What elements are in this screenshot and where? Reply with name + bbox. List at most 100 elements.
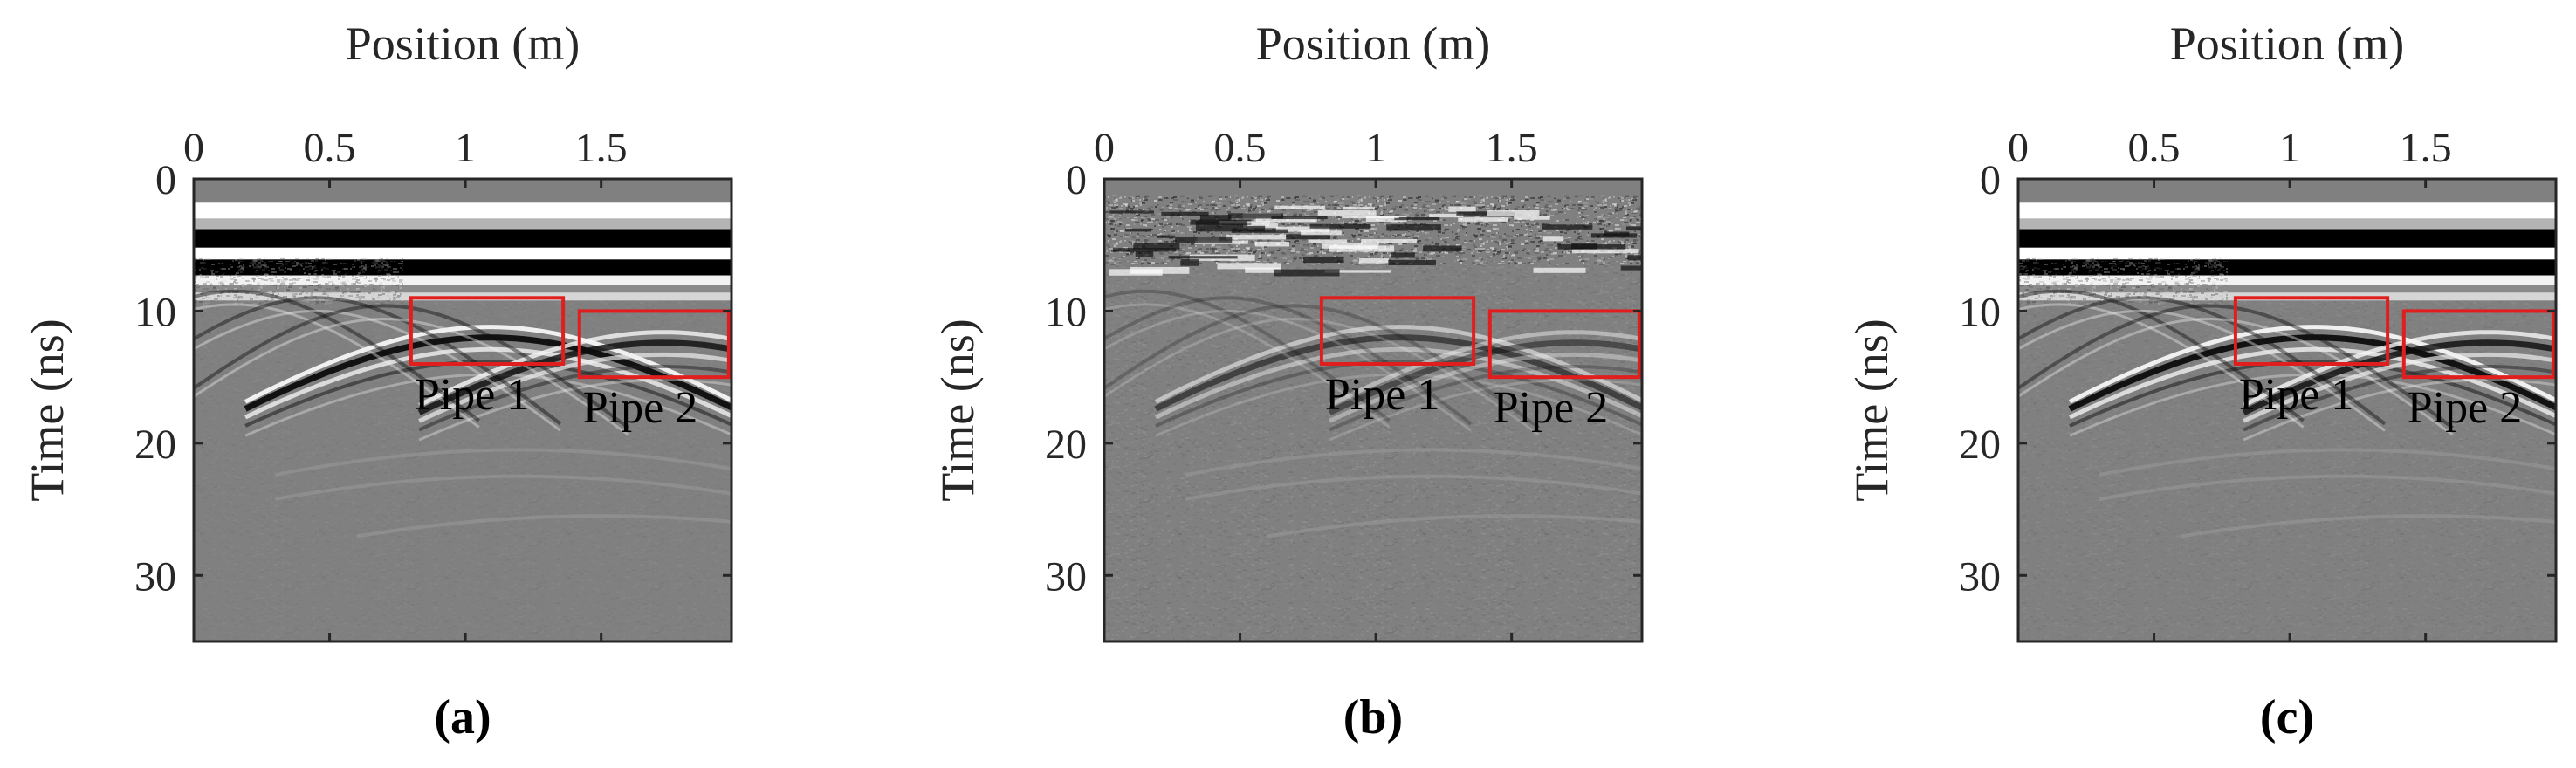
noise-streak [1180, 258, 1199, 266]
x-tick-label: 0.5 [1214, 125, 1267, 171]
noise-streak [1109, 210, 1154, 214]
noise-streak [1243, 223, 1279, 228]
noise-streak [1156, 235, 1176, 238]
y-tick-label: 0 [155, 157, 176, 203]
diffraction-arc [2069, 359, 2556, 428]
noise-streak [1514, 216, 1550, 220]
diffraction-arc [274, 448, 732, 477]
noise-streak [1640, 233, 1642, 239]
x-tick-label: 1.5 [1486, 125, 1538, 171]
noise-streak [1227, 213, 1284, 219]
pipe-box-2 [2401, 309, 2555, 380]
y-tick-label: 20 [1045, 422, 1087, 468]
pipe-label-2: Pipe 2 [583, 383, 697, 433]
noise-streak [1317, 210, 1377, 216]
surface-band [194, 229, 732, 248]
diffraction-arc [2099, 448, 2556, 477]
diffraction-arc [1185, 448, 1642, 477]
diffraction-arc [1329, 364, 1642, 432]
noise-streak [1273, 269, 1340, 277]
panel-caption: (b) [1343, 690, 1403, 744]
diffraction-arc [194, 303, 480, 429]
x-tick-label: 1.5 [2400, 125, 2452, 171]
noise-streak [1456, 211, 1515, 216]
pipe-box-1 [1319, 296, 1476, 366]
diffraction-arc [1154, 334, 1642, 412]
noise-streak [1429, 213, 1464, 218]
x-tick-label: 1 [455, 125, 476, 171]
diffraction-arc [2243, 378, 2556, 442]
x-axis-label: Position (m) [346, 17, 580, 70]
surface-band [194, 275, 732, 285]
diffraction-arc [1329, 352, 1642, 423]
y-axis-label: Time (ns) [1845, 319, 1898, 502]
diffraction-arc [1104, 304, 1541, 429]
diffraction-arc [2018, 289, 2305, 422]
noise-streak [1231, 229, 1288, 233]
chart-panel-1: Pipe 1 Pipe 2 0 0.5 1 1.5 0 10 20 30 Position (m) T… [21, 17, 733, 744]
noise-streak [1245, 267, 1281, 273]
noise-streak [1590, 233, 1638, 238]
y-axis-label: Time (ns) [931, 319, 984, 502]
diffraction-arc [418, 378, 732, 442]
y-tick-label: 10 [1045, 289, 1087, 335]
noise-streak [1130, 266, 1190, 274]
surface-band [2018, 218, 2556, 230]
x-tick-label: 0 [2008, 125, 2029, 171]
pipe-box-1 [2233, 296, 2390, 366]
y-axis-label: Time (ns) [21, 319, 73, 502]
y-tick-label: 0 [1980, 157, 2001, 203]
diffraction-arc [2243, 330, 2556, 408]
diffraction-arc [418, 330, 732, 408]
panel-caption: (a) [434, 690, 491, 744]
noise-field [1104, 264, 1642, 641]
chart-panel-3: Pipe 1 Pipe 2 0 0.5 1 1.5 0 10 20 30 Position (m) T… [1845, 17, 2558, 744]
noise-streak [1423, 245, 1462, 252]
diffraction-arc [2181, 514, 2556, 538]
diffraction-arc [1329, 330, 1642, 408]
noise-streak [1386, 224, 1441, 231]
noise-streak [1195, 221, 1247, 226]
noise-streak [1458, 217, 1509, 222]
diffraction-arc [1155, 346, 1642, 420]
surface-band [194, 285, 732, 293]
y-tick-label: 30 [1045, 553, 1087, 600]
diffraction-arc [1104, 317, 1540, 436]
diffraction-arc [244, 346, 732, 420]
diffraction-arc [1267, 514, 1642, 538]
noise-streak [1254, 242, 1290, 247]
noise-streak [1113, 248, 1177, 252]
diffraction-arc [194, 304, 630, 429]
diffraction-arc [1328, 339, 1642, 415]
y-tick-label: 10 [1959, 289, 2001, 335]
radargram-image [194, 179, 732, 641]
diffraction-arc [417, 339, 732, 415]
noise-streak [1309, 223, 1371, 229]
y-tick-label: 10 [134, 289, 176, 335]
diffraction-arc [1329, 378, 1642, 442]
diffraction-arc [2242, 339, 2556, 415]
noise-streak [1133, 243, 1180, 250]
diffraction-arc [2068, 334, 2556, 412]
diffraction-arc [2069, 346, 2556, 420]
diffraction-arc [418, 352, 732, 423]
x-axis-label: Position (m) [1256, 17, 1491, 70]
y-tick-label: 20 [1959, 422, 2001, 468]
noise-streak [1620, 265, 1642, 271]
axes-frame [192, 177, 733, 643]
diffraction-arc [356, 514, 732, 538]
noise-streak [1487, 209, 1540, 216]
noise-streak [1217, 263, 1281, 270]
noise-streak [1324, 270, 1391, 273]
noise-streak [1343, 206, 1375, 210]
noise-streak [1125, 228, 1152, 232]
surface-band [194, 218, 732, 230]
noise-streak [1627, 255, 1642, 261]
x-tick-label: 1 [2279, 125, 2300, 171]
noise-streak [1286, 234, 1330, 240]
y-tick-label: 20 [134, 422, 176, 468]
surface-band [194, 247, 732, 260]
surface-band [2018, 202, 2556, 219]
noise-streak [1271, 216, 1328, 220]
